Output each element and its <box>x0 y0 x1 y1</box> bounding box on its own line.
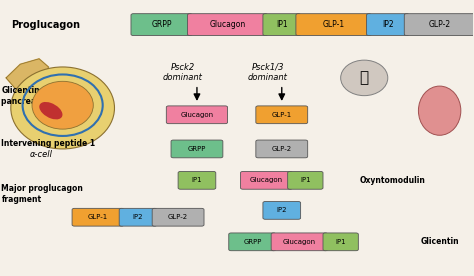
FancyBboxPatch shape <box>288 171 323 189</box>
FancyBboxPatch shape <box>271 233 328 251</box>
FancyBboxPatch shape <box>296 14 371 36</box>
FancyBboxPatch shape <box>166 106 228 124</box>
Text: IP2: IP2 <box>133 214 143 220</box>
Text: Glicentin: Glicentin <box>421 237 459 246</box>
FancyBboxPatch shape <box>152 208 204 226</box>
Text: GLP-1: GLP-1 <box>272 112 292 118</box>
FancyBboxPatch shape <box>323 233 358 251</box>
Ellipse shape <box>39 102 63 120</box>
FancyBboxPatch shape <box>256 106 308 124</box>
FancyBboxPatch shape <box>240 171 292 189</box>
FancyBboxPatch shape <box>366 14 409 36</box>
Text: GRPP: GRPP <box>151 20 172 29</box>
FancyBboxPatch shape <box>131 14 192 36</box>
FancyBboxPatch shape <box>178 171 216 189</box>
Text: IP1: IP1 <box>336 239 346 245</box>
FancyBboxPatch shape <box>119 208 157 226</box>
FancyBboxPatch shape <box>263 14 301 36</box>
Text: IP1: IP1 <box>300 177 310 183</box>
Text: IP2: IP2 <box>382 20 393 29</box>
Text: Glucagon: Glucagon <box>283 239 316 245</box>
Text: GLP-2: GLP-2 <box>428 20 451 29</box>
Text: GRPP: GRPP <box>188 146 206 152</box>
Text: Glucagon: Glucagon <box>210 20 246 29</box>
FancyBboxPatch shape <box>404 14 474 36</box>
Text: α-cell: α-cell <box>30 150 53 159</box>
Text: Psck2
dominant: Psck2 dominant <box>163 63 203 82</box>
FancyBboxPatch shape <box>256 140 308 158</box>
Text: GLP-1: GLP-1 <box>322 20 345 29</box>
Ellipse shape <box>11 67 115 149</box>
Polygon shape <box>6 59 48 89</box>
Text: Proglucagon: Proglucagon <box>11 20 80 30</box>
FancyBboxPatch shape <box>171 140 223 158</box>
Text: Oxyntomodulin: Oxyntomodulin <box>359 176 425 185</box>
FancyBboxPatch shape <box>229 233 276 251</box>
Text: IP1: IP1 <box>191 177 202 183</box>
FancyBboxPatch shape <box>188 14 268 36</box>
Ellipse shape <box>32 81 93 129</box>
Text: IP1: IP1 <box>276 20 288 29</box>
Text: Psck1/3
dominant: Psck1/3 dominant <box>248 63 288 82</box>
Text: GLP-2: GLP-2 <box>168 214 188 220</box>
Text: Major proglucagon
fragment: Major proglucagon fragment <box>1 184 83 204</box>
Text: Glicentin-related
pancreatic peptide: Glicentin-related pancreatic peptide <box>1 86 83 106</box>
Text: GRPP: GRPP <box>243 239 262 245</box>
Text: IP2: IP2 <box>276 207 287 213</box>
Text: Glucagon: Glucagon <box>250 177 283 183</box>
FancyBboxPatch shape <box>72 208 124 226</box>
Ellipse shape <box>419 86 461 135</box>
Text: GLP-2: GLP-2 <box>272 146 292 152</box>
Text: Intervening peptide 1: Intervening peptide 1 <box>1 139 96 148</box>
Text: 🧠: 🧠 <box>360 70 369 85</box>
Text: GLP-1: GLP-1 <box>88 214 108 220</box>
FancyBboxPatch shape <box>263 201 301 219</box>
Ellipse shape <box>341 60 388 96</box>
Text: Glucagon: Glucagon <box>181 112 213 118</box>
